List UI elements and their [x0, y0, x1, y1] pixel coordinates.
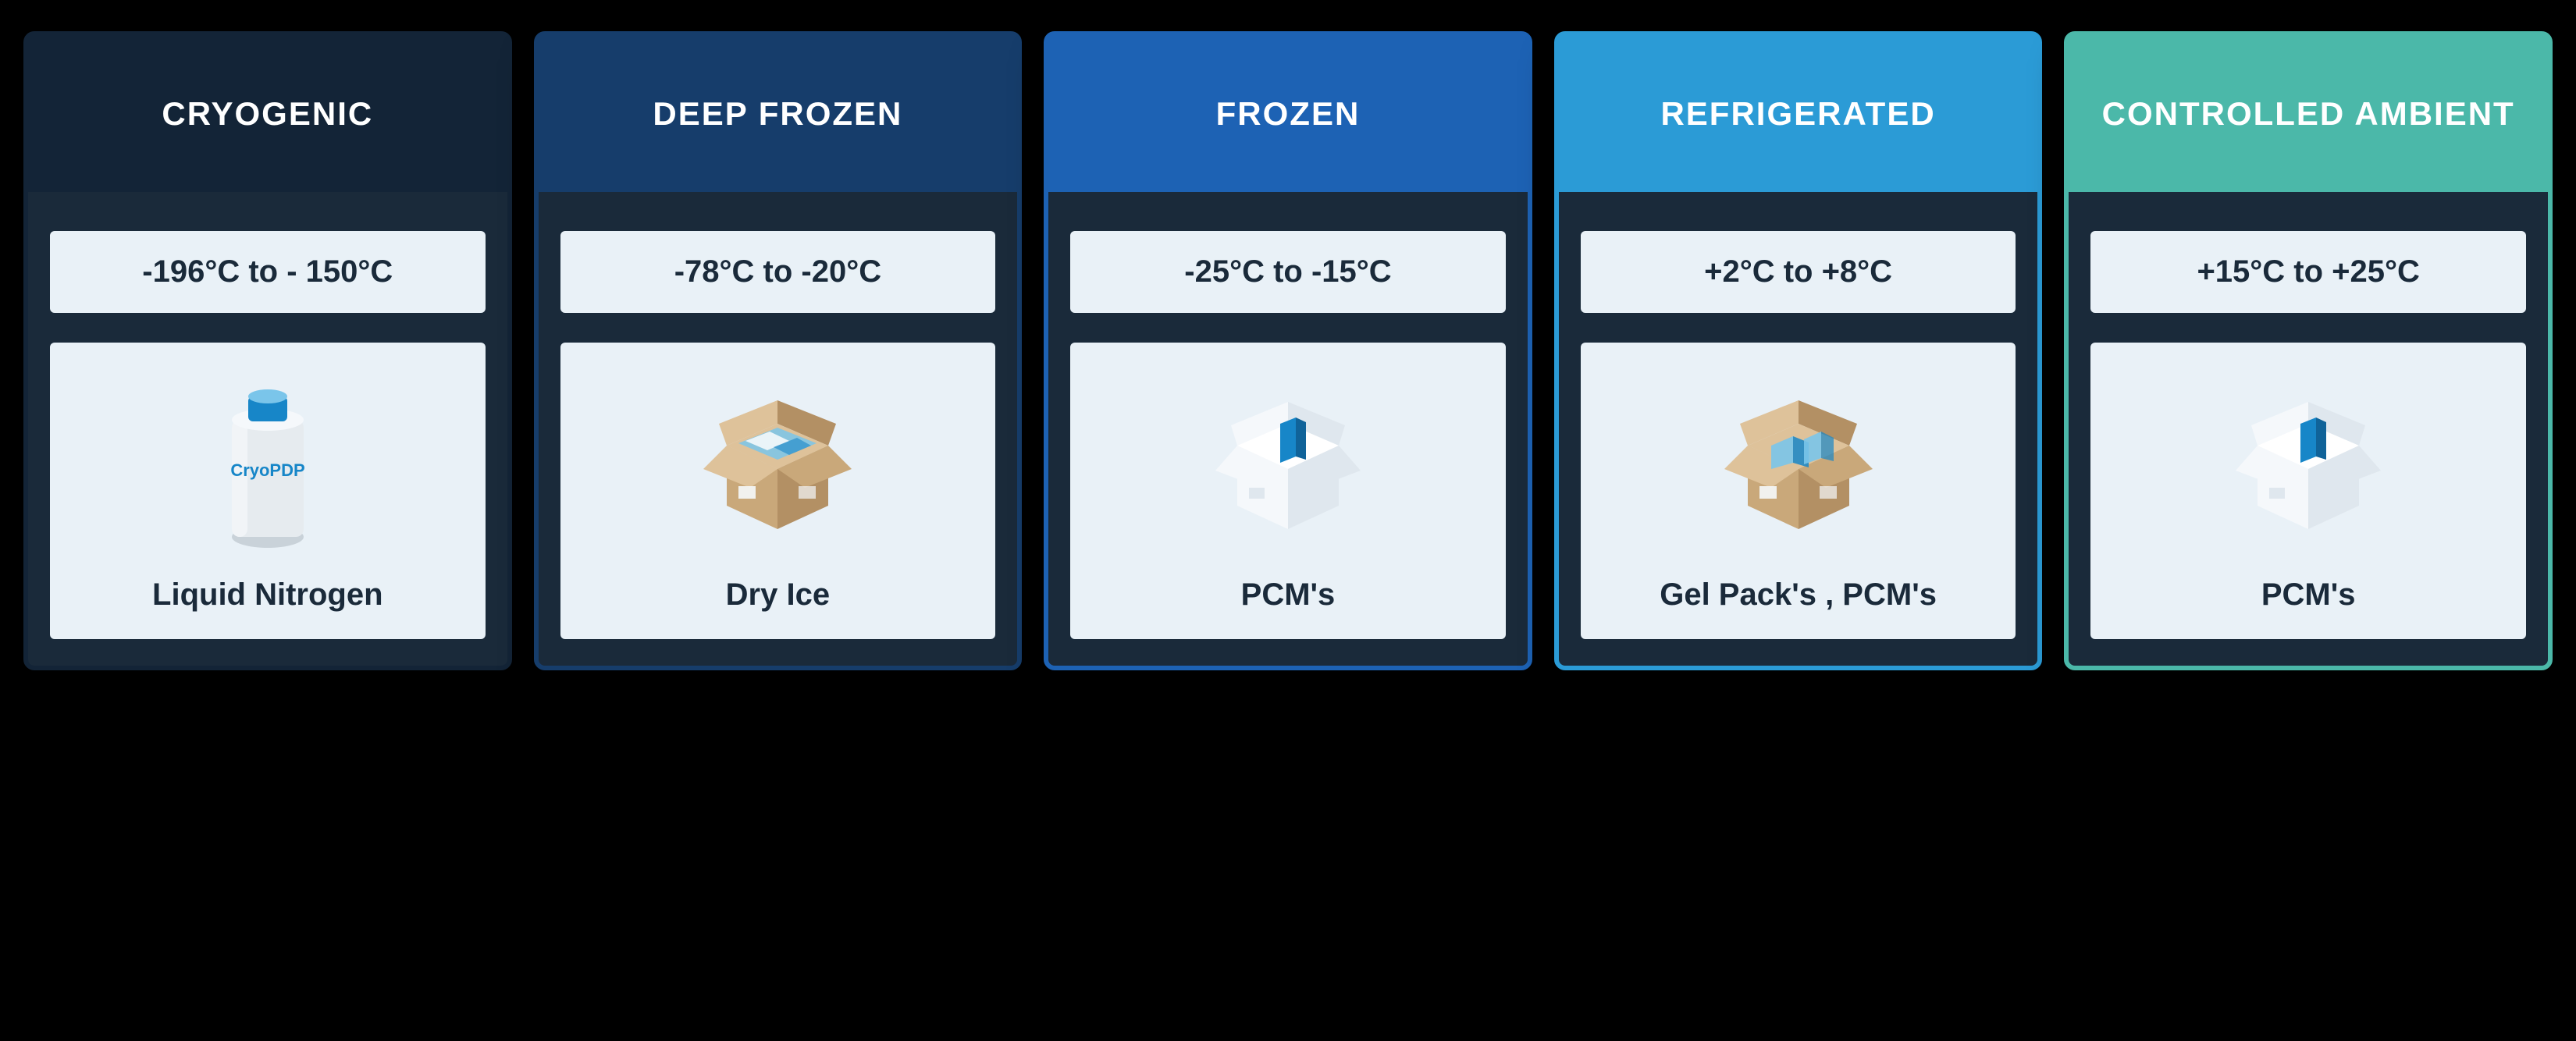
- category-card: CRYOGENIC -196°C to - 150°C CryoPDP Liqu…: [23, 31, 512, 670]
- packaging-panel: CryoPDP Liquid Nitrogen: [50, 343, 486, 639]
- packaging-panel: Gel Pack's , PCM's: [1581, 343, 2016, 639]
- category-card: FROZEN -25°C to -15°C PCM's: [1044, 31, 1532, 670]
- packaging-label: PCM's: [2261, 577, 2356, 613]
- packaging-label: PCM's: [1241, 577, 1336, 613]
- temperature-range: -78°C to -20°C: [560, 231, 996, 313]
- temperature-range: -196°C to - 150°C: [50, 231, 486, 313]
- packaging-icon-wrap: [1590, 366, 2007, 559]
- open-box-icon: [696, 385, 859, 541]
- category-card: REFRIGERATED +2°C to +8°C Gel Pack's , P…: [1554, 31, 2043, 670]
- packaging-panel: PCM's: [1070, 343, 1506, 639]
- categories-row: CRYOGENIC -196°C to - 150°C CryoPDP Liqu…: [23, 31, 2553, 670]
- temperature-range: +15°C to +25°C: [2090, 231, 2526, 313]
- open-box-icon: [2226, 385, 2390, 541]
- temperature-range: +2°C to +8°C: [1581, 231, 2016, 313]
- svg-text:CryoPDP: CryoPDP: [230, 460, 304, 480]
- packaging-label: Dry Ice: [726, 577, 830, 613]
- packaging-label: Liquid Nitrogen: [152, 577, 383, 613]
- open-box-icon: [1717, 385, 1880, 541]
- category-header: FROZEN: [1048, 36, 1528, 192]
- category-card: CONTROLLED AMBIENT +15°C to +25°C PCM's: [2064, 31, 2553, 670]
- category-header: CRYOGENIC: [28, 36, 507, 192]
- category-card: DEEP FROZEN -78°C to -20°C Dry Ice: [534, 31, 1023, 670]
- packaging-icon-wrap: [2100, 366, 2517, 559]
- category-header: CONTROLLED AMBIENT: [2069, 36, 2548, 192]
- packaging-panel: Dry Ice: [560, 343, 996, 639]
- packaging-icon-wrap: [570, 366, 987, 559]
- packaging-icon-wrap: CryoPDP: [59, 366, 476, 559]
- open-box-icon: [1206, 385, 1370, 541]
- nitrogen-tank-icon: CryoPDP: [201, 373, 334, 552]
- packaging-icon-wrap: [1080, 366, 1496, 559]
- category-header: REFRIGERATED: [1559, 36, 2038, 192]
- packaging-panel: PCM's: [2090, 343, 2526, 639]
- temperature-range: -25°C to -15°C: [1070, 231, 1506, 313]
- packaging-label: Gel Pack's , PCM's: [1660, 577, 1937, 613]
- category-header: DEEP FROZEN: [539, 36, 1018, 192]
